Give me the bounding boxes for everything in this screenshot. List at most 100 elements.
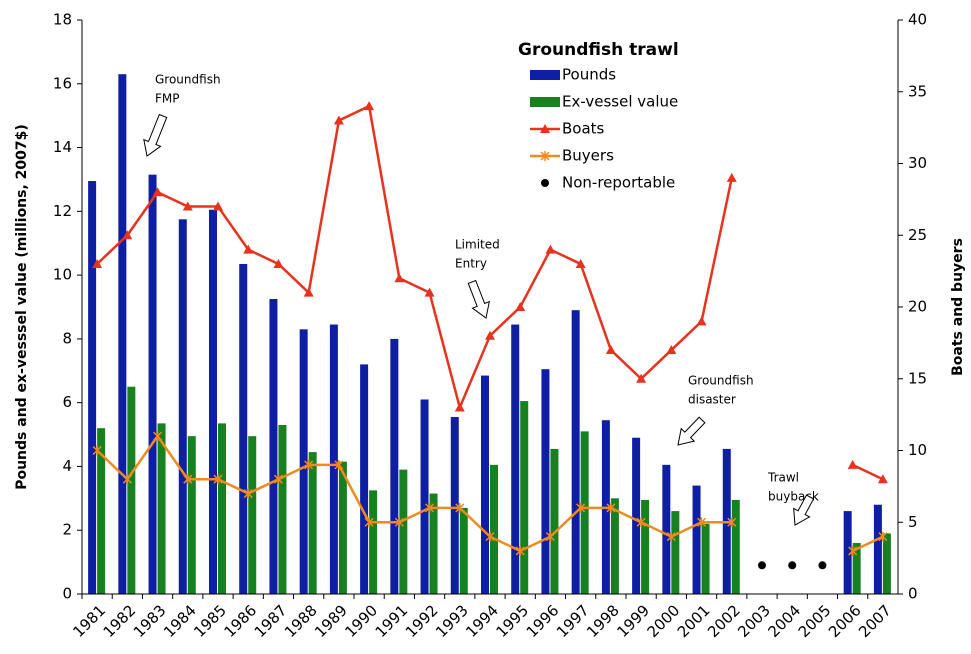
annotation: Entry <box>455 257 487 271</box>
point <box>213 474 223 485</box>
bar <box>873 504 882 594</box>
annotation: disaster <box>688 393 736 407</box>
annotation: Trawl <box>767 471 799 485</box>
bar <box>882 533 891 594</box>
bar <box>209 209 217 594</box>
legend-label: Non-reportable <box>562 174 675 192</box>
annotation-arrow <box>793 494 815 526</box>
bar <box>481 375 489 594</box>
annotation: FMP <box>155 92 180 106</box>
bar <box>520 401 529 594</box>
bar <box>450 417 459 594</box>
bar <box>429 493 438 594</box>
axes <box>81 20 899 595</box>
x-tick-label: 1999 <box>613 601 653 641</box>
y-tick-label: 14 <box>53 138 72 156</box>
bar <box>218 423 226 594</box>
point <box>454 402 465 412</box>
x-tick-label: 1987 <box>251 601 291 641</box>
x-tick-label: 1997 <box>553 601 593 641</box>
x-tick-label: 1994 <box>462 601 502 641</box>
bar <box>632 437 641 594</box>
annotation: Groundfish <box>155 73 221 87</box>
annotation: Limited <box>455 238 500 252</box>
bar <box>127 386 136 594</box>
y2-tick-label: 5 <box>908 513 918 531</box>
bar <box>580 431 589 594</box>
legend-swatch <box>530 97 560 107</box>
bar <box>420 399 429 594</box>
bar <box>390 338 399 594</box>
y2-tick-label: 30 <box>908 154 927 172</box>
bar <box>662 464 671 594</box>
bar <box>308 452 317 594</box>
point <box>847 459 858 469</box>
x-tick-label: 1995 <box>493 601 533 641</box>
series-line <box>96 433 884 553</box>
point <box>243 244 254 254</box>
point <box>273 474 283 485</box>
point <box>545 531 555 542</box>
point <box>485 531 495 542</box>
point <box>605 345 616 355</box>
x-tick-label: 1981 <box>69 601 109 641</box>
point <box>515 302 526 311</box>
point <box>636 517 646 528</box>
x-tick-label: 2007 <box>855 601 895 641</box>
point <box>303 287 314 297</box>
bar <box>541 369 550 594</box>
point <box>788 561 797 570</box>
point <box>726 172 737 182</box>
y2-tick-label: 0 <box>908 585 918 603</box>
bar <box>178 219 187 595</box>
bar <box>269 299 278 594</box>
bar <box>731 499 740 594</box>
point <box>877 474 888 484</box>
bar <box>641 499 650 594</box>
point <box>213 201 223 211</box>
x-tick-label: 2004 <box>765 601 805 641</box>
annotation-arrow <box>143 113 168 157</box>
point <box>122 230 133 240</box>
point <box>304 459 314 470</box>
point <box>606 502 616 513</box>
bar <box>338 461 347 594</box>
legend-marker <box>541 179 549 187</box>
legend-swatch <box>530 70 560 80</box>
point <box>666 531 676 542</box>
point <box>636 373 647 383</box>
x-tick-label: 1988 <box>281 601 321 641</box>
y-tick-label: 0 <box>62 585 72 603</box>
bar <box>148 174 157 594</box>
x-tick-label: 2001 <box>674 601 714 641</box>
x-tick-label: 1989 <box>311 601 351 641</box>
point <box>848 545 858 556</box>
x-tick-label: 1992 <box>402 601 442 641</box>
point <box>182 201 193 211</box>
x-tick-label: 1993 <box>432 601 472 641</box>
point <box>545 244 556 254</box>
x-tick-label: 1996 <box>523 601 563 641</box>
y2-tick-label: 15 <box>908 369 927 387</box>
bar <box>187 436 196 594</box>
point <box>576 502 586 513</box>
bar <box>299 329 308 594</box>
point <box>364 517 374 528</box>
point <box>243 488 253 499</box>
series-line <box>96 104 884 481</box>
x-tick-label: 2006 <box>825 601 865 641</box>
y-axis-label: Pounds and ex-vesssel value (millions, 2… <box>14 124 30 490</box>
bar <box>278 424 287 594</box>
bar <box>157 423 166 594</box>
bar <box>399 469 408 594</box>
annotation: Groundfish <box>688 374 754 388</box>
x-tick-label: 1998 <box>583 601 623 641</box>
bar <box>692 485 701 594</box>
point <box>122 474 132 485</box>
bar <box>852 542 861 594</box>
annotation-arrow <box>467 279 490 319</box>
bar <box>701 523 710 594</box>
point <box>92 258 103 268</box>
x-tick-label: 1986 <box>221 601 261 641</box>
point <box>485 330 495 340</box>
